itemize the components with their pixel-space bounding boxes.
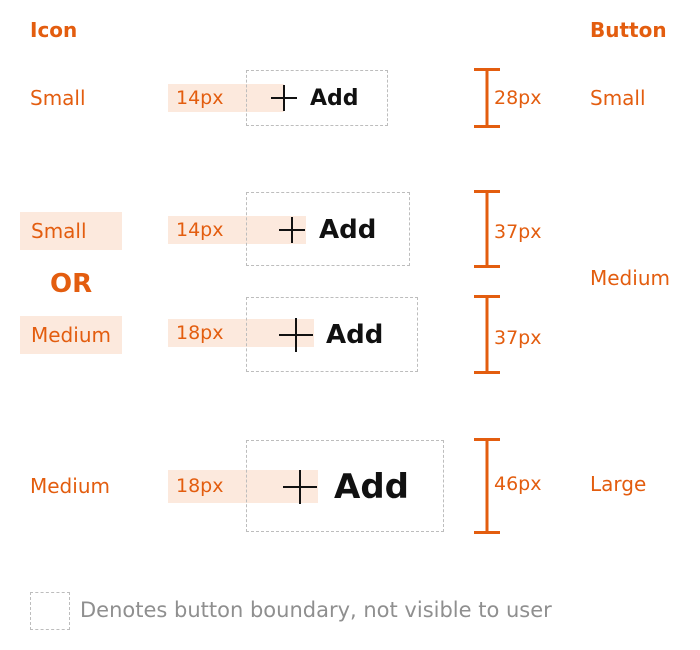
icon-size-px-label: 18px	[176, 322, 224, 344]
add-button-label: Add	[334, 467, 409, 507]
icon-column-header: Icon	[30, 18, 78, 42]
button-column-header: Button	[590, 18, 667, 42]
button-boundary	[246, 440, 444, 532]
add-button-large[interactable]: Add	[282, 467, 409, 507]
icon-size-label-medium: Medium	[30, 474, 110, 498]
icon-size-px-label: 18px	[176, 475, 224, 497]
icon-size-px-label: 14px	[176, 87, 224, 109]
button-height-label: 28px	[494, 87, 542, 109]
height-bracket	[474, 190, 500, 268]
add-button-label: Add	[319, 215, 377, 245]
plus-icon	[271, 85, 297, 111]
or-label: OR	[50, 269, 93, 299]
button-boundary	[246, 297, 418, 372]
height-bracket	[474, 68, 500, 128]
icon-size-label-small: Small	[20, 212, 122, 250]
height-bracket	[474, 295, 500, 374]
legend-boundary-swatch	[30, 592, 70, 630]
button-boundary	[246, 70, 388, 126]
button-size-label-small: Small	[590, 86, 646, 110]
button-height-label: 46px	[494, 473, 542, 495]
legend-text: Denotes button boundary, not visible to …	[80, 598, 552, 622]
add-button-medium[interactable]: Add	[278, 215, 377, 245]
icon-size-label-medium: Medium	[20, 316, 122, 354]
plus-icon	[283, 470, 317, 504]
button-size-label-medium: Medium	[590, 266, 670, 290]
icon-size-px-label: 14px	[176, 219, 224, 241]
plus-icon	[279, 318, 313, 352]
button-boundary	[246, 192, 410, 266]
add-button-label: Add	[326, 320, 384, 350]
add-button-medium[interactable]: Add	[278, 317, 383, 353]
plus-icon	[279, 217, 305, 243]
icon-size-highlight: 14px	[168, 84, 284, 112]
add-button-label: Add	[310, 85, 359, 111]
button-height-label: 37px	[494, 221, 542, 243]
button-size-label-large: Large	[590, 472, 647, 496]
icon-size-highlight: 18px	[168, 319, 314, 347]
icon-size-label-small: Small	[30, 86, 86, 110]
height-bracket	[474, 438, 500, 534]
button-height-label: 37px	[494, 327, 542, 349]
add-button-small[interactable]: Add	[270, 84, 359, 112]
